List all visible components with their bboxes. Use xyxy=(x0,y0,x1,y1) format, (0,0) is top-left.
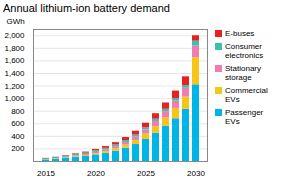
svg-text:1,400: 1,400 xyxy=(4,69,25,78)
svg-text:600: 600 xyxy=(11,119,25,128)
html-text:Annual lithium-ion battery dem: Annual lithium-ion battery demand xyxy=(3,2,170,14)
html-text:Commercial EVs: Commercial EVs xyxy=(225,86,268,104)
html-text:E-buses: E-buses xyxy=(225,29,255,38)
svg-text:GWh: GWh xyxy=(7,17,25,26)
html-text:Consumer electronics: Consumer electronics xyxy=(225,42,264,60)
svg-text:200: 200 xyxy=(11,144,25,153)
svg-text:800: 800 xyxy=(11,107,25,116)
svg-text:400: 400 xyxy=(11,132,25,141)
svg-text:2020: 2020 xyxy=(87,169,105,177)
svg-text:2,000: 2,000 xyxy=(4,31,25,40)
svg-text:2025: 2025 xyxy=(137,169,155,177)
html-text:Stationary storage: Stationary storage xyxy=(225,64,261,82)
svg-text:2030: 2030 xyxy=(187,169,205,177)
svg-text:1,000: 1,000 xyxy=(4,94,25,103)
svg-text:1,800: 1,800 xyxy=(4,44,25,53)
svg-text:1,200: 1,200 xyxy=(4,82,25,91)
html-text:Passenger EVs: Passenger EVs xyxy=(225,108,264,126)
svg-text:1,600: 1,600 xyxy=(4,56,25,65)
svg-text:2015: 2015 xyxy=(37,169,55,177)
